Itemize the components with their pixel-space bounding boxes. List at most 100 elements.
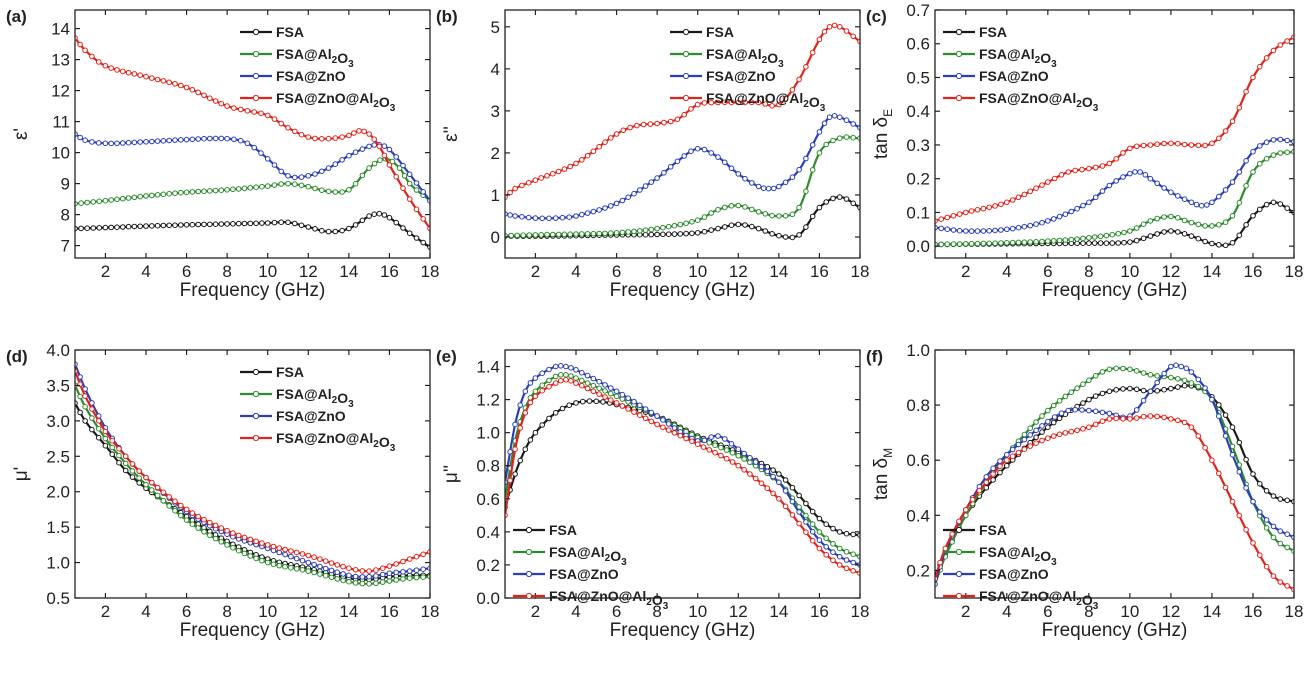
data-point: [230, 186, 236, 193]
data-point: [803, 500, 809, 507]
data-point: [137, 223, 143, 230]
data-point: [253, 184, 259, 190]
data-point: [608, 203, 614, 209]
data-point: [762, 101, 769, 107]
data-point: [1263, 201, 1270, 208]
data-point: [1209, 396, 1215, 403]
x-tick-label: 16: [380, 602, 399, 621]
series-fsa-zno-al2o3: [935, 413, 1294, 593]
data-point: [212, 98, 219, 104]
data-point: [938, 241, 945, 248]
legend-label: FSA@ZnO: [979, 566, 1049, 582]
data-point: [328, 560, 335, 566]
data-point: [1140, 413, 1147, 420]
data-point: [78, 200, 84, 206]
data-point: [850, 531, 857, 538]
data-point: [1079, 166, 1085, 173]
data-point: [701, 100, 708, 106]
data-point: [613, 200, 620, 207]
x-tick-label: 4: [141, 602, 150, 621]
data-point: [776, 479, 782, 486]
data-point: [207, 95, 213, 101]
data-point: [816, 204, 823, 211]
data-point: [131, 139, 138, 146]
data-point: [512, 213, 518, 219]
data-point: [671, 430, 678, 436]
x-tick-label: 8: [1084, 262, 1093, 281]
data-point: [1243, 456, 1249, 463]
data-point: [1195, 235, 1202, 242]
y-tick-label: 0.0: [906, 237, 930, 256]
data-point: [796, 232, 802, 238]
legend-label: FSA: [276, 24, 304, 40]
data-point: [1250, 169, 1256, 175]
data-point: [613, 388, 620, 395]
data-point: [371, 136, 378, 142]
data-point: [212, 221, 219, 227]
data-point: [143, 223, 149, 229]
data-point: [850, 551, 857, 558]
data-point: [956, 241, 963, 247]
data-point: [573, 213, 579, 219]
data-point: [270, 543, 277, 550]
data-point: [1099, 369, 1106, 375]
data-point: [172, 190, 178, 196]
data-point: [235, 186, 242, 192]
legend-item-fsa-zno-al2o3: FSA@ZnO@Al2O3: [943, 90, 1099, 114]
data-point: [332, 135, 339, 141]
data-point: [377, 157, 383, 163]
y-tick-label: 4: [491, 60, 500, 79]
data-point: [735, 446, 742, 453]
data-point: [1113, 178, 1119, 184]
data-point: [322, 558, 329, 564]
series-fsa-al2o3: [75, 156, 430, 207]
data-point: [1263, 563, 1270, 570]
data-point: [568, 373, 574, 379]
data-point: [271, 219, 278, 226]
data-point: [89, 406, 95, 412]
data-point: [803, 64, 809, 70]
data-point: [937, 559, 943, 566]
data-point: [764, 485, 771, 492]
data-point: [1209, 140, 1215, 147]
data-point: [312, 171, 318, 177]
data-point: [701, 437, 708, 444]
data-point: [661, 170, 667, 176]
data-point: [1188, 219, 1195, 226]
x-axis-label: Frequency (GHz): [610, 620, 756, 641]
panel-label: (d): [6, 347, 28, 366]
data-point: [1127, 366, 1133, 373]
data-point: [735, 221, 742, 228]
data-point: [532, 393, 539, 400]
data-point: [1132, 169, 1138, 175]
data-point: [1277, 528, 1284, 534]
data-point: [552, 363, 559, 370]
data-point: [359, 146, 366, 152]
data-point: [77, 393, 83, 400]
data-point: [149, 138, 155, 145]
data-point: [371, 211, 378, 217]
data-point: [1168, 374, 1174, 381]
legend-label: FSA: [276, 364, 304, 380]
data-point: [1168, 140, 1174, 147]
data-point: [552, 373, 559, 380]
data-point: [406, 230, 413, 236]
data-point: [285, 219, 291, 226]
legend-marker: [252, 368, 260, 376]
legend-label: FSA@ZnO@Al2O3: [276, 430, 396, 454]
data-point: [212, 135, 219, 142]
data-point: [1045, 435, 1051, 442]
data-point: [207, 519, 213, 526]
data-point: [1263, 517, 1270, 523]
data-point: [129, 474, 136, 480]
data-point: [231, 136, 237, 143]
y-tick-label: 0.4: [476, 523, 500, 542]
data-point: [183, 506, 190, 513]
series-fsa-zno: [75, 131, 430, 204]
data-point: [1039, 437, 1045, 444]
x-tick-label: 18: [1285, 602, 1304, 621]
data-point: [1033, 239, 1039, 245]
data-point: [1161, 214, 1167, 220]
legend-label: FSA@Al2O3: [549, 544, 627, 568]
